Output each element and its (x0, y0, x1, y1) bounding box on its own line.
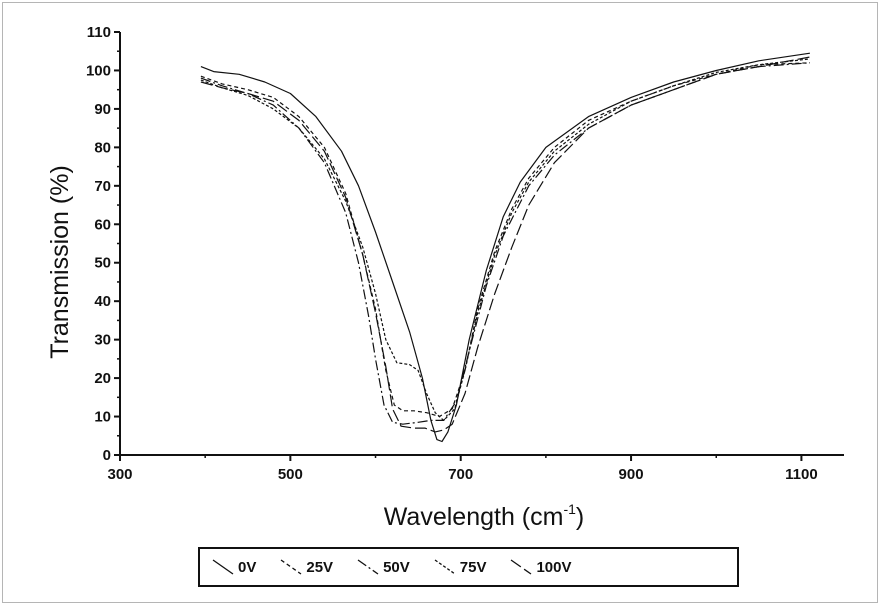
legend-swatch-line (280, 559, 302, 575)
y-tick-label: 90 (94, 101, 111, 118)
legend-label: 100V (536, 558, 572, 576)
y-tick-label: 80 (94, 139, 111, 156)
x-axis-title-close: ) (576, 503, 584, 531)
series-75v-line (200, 58, 810, 421)
legend-swatch-line (434, 559, 456, 575)
x-axis-title: Wavelength (cm-1) (384, 501, 584, 531)
y-tick-label: 70 (94, 178, 111, 195)
y-tick-label: 0 (103, 447, 111, 464)
x-tick-label: 700 (448, 466, 473, 483)
legend-item-25v: 25V (278, 556, 333, 578)
x-tick-label: 1100 (785, 466, 818, 483)
legend-swatch (434, 559, 456, 575)
legend-item-100v: 100V (508, 556, 572, 578)
series-50v-line (200, 62, 810, 425)
series-25v-line (200, 62, 810, 418)
y-tick-label: 60 (94, 216, 111, 233)
x-tick-label: 500 (278, 466, 303, 483)
series-0v-line (200, 52, 810, 443)
y-axis-title: Transmission (%) (46, 165, 74, 359)
legend-label: 25V (306, 558, 334, 576)
x-tick-label: 900 (619, 466, 644, 483)
y-tick-label: 110 (87, 24, 111, 41)
legend-label: 50V (383, 558, 410, 576)
y-tick-label: 100 (86, 62, 111, 79)
series-layer (200, 52, 811, 443)
x-axis-title-superscript: -1 (563, 501, 576, 517)
legend-swatch-line (511, 559, 532, 575)
legend-swatch (280, 559, 302, 575)
legend-item-0v: 0V (210, 556, 256, 578)
legend-label: 75V (459, 558, 487, 576)
legend-item-50v: 50V (355, 556, 410, 578)
y-tick-label: 20 (94, 370, 111, 387)
x-axis-title-main: Wavelength (cm (384, 503, 564, 531)
y-tick-label: 50 (94, 255, 111, 272)
y-tick-label: 10 (94, 409, 111, 426)
legend-label: 0V (238, 558, 257, 576)
legend-swatch-line (212, 559, 234, 575)
legend: 0V 25V 50V 75V 100V (198, 547, 739, 587)
legend-swatch (511, 559, 532, 575)
y-tick-label: 40 (94, 293, 111, 310)
legend-swatch (357, 559, 379, 575)
y-tick-label: 30 (94, 332, 111, 349)
x-tick-label: 300 (107, 466, 132, 483)
legend-swatch-line (357, 559, 379, 575)
legend-swatch (212, 559, 234, 575)
series-100v-line (200, 56, 811, 433)
axes: 0 10 20 30 40 50 60 70 80 90 100 110 300 500 700 900 110… (86, 24, 844, 483)
legend-item-75v: 75V (432, 556, 487, 578)
